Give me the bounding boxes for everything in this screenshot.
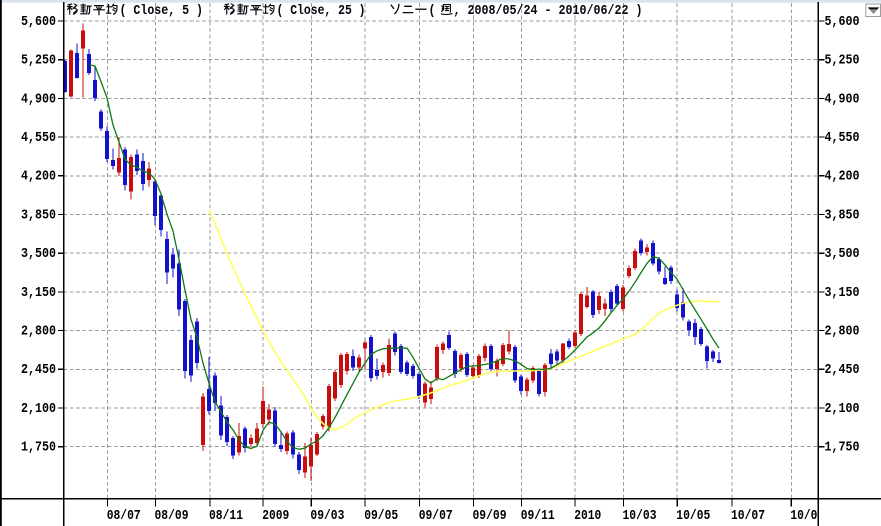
svg-text:3,500: 3,500 bbox=[21, 247, 56, 262]
svg-text:3,150: 3,150 bbox=[825, 286, 860, 301]
svg-text:( Close, 5 ): ( Close, 5 ) bbox=[120, 4, 204, 19]
svg-text:2,100: 2,100 bbox=[825, 402, 860, 417]
svg-text:2,800: 2,800 bbox=[21, 325, 56, 340]
svg-text:4,550: 4,550 bbox=[825, 131, 860, 146]
svg-text:4,900: 4,900 bbox=[21, 92, 56, 107]
svg-text:08/11: 08/11 bbox=[209, 509, 243, 524]
svg-text:4,200: 4,200 bbox=[21, 170, 56, 185]
svg-text:09/03: 09/03 bbox=[310, 509, 344, 524]
svg-text:2010: 2010 bbox=[574, 509, 601, 524]
svg-text:4,200: 4,200 bbox=[825, 170, 860, 185]
svg-text:10/03: 10/03 bbox=[623, 509, 657, 524]
svg-text:10/05: 10/05 bbox=[676, 509, 710, 524]
svg-text:( Close, 25 ): ( Close, 25 ) bbox=[277, 4, 366, 19]
svg-text:10/07: 10/07 bbox=[731, 509, 765, 524]
svg-text:2,450: 2,450 bbox=[825, 363, 860, 378]
svg-text:1,750: 1,750 bbox=[21, 441, 56, 456]
svg-text:2,450: 2,450 bbox=[21, 363, 56, 378]
svg-text:08/07: 08/07 bbox=[107, 509, 141, 524]
svg-text:5,250: 5,250 bbox=[21, 54, 56, 69]
svg-text:08/09: 08/09 bbox=[155, 509, 189, 524]
svg-text:1,750: 1,750 bbox=[825, 441, 860, 456]
svg-text:(: ( bbox=[429, 4, 436, 19]
svg-text:5,600: 5,600 bbox=[21, 15, 56, 30]
svg-text:4,900: 4,900 bbox=[825, 92, 860, 107]
svg-text:2009: 2009 bbox=[262, 509, 289, 524]
svg-text:10/0: 10/0 bbox=[790, 509, 817, 524]
svg-text:5,600: 5,600 bbox=[825, 15, 860, 30]
svg-text:, 2008/05/24 - 2010/06/22 ): , 2008/05/24 - 2010/06/22 ) bbox=[454, 4, 643, 19]
svg-text:09/07: 09/07 bbox=[419, 509, 453, 524]
svg-text:5,250: 5,250 bbox=[825, 54, 860, 69]
svg-text:2,800: 2,800 bbox=[825, 325, 860, 340]
svg-text:4,550: 4,550 bbox=[21, 131, 56, 146]
svg-text:09/05: 09/05 bbox=[364, 509, 398, 524]
svg-text:3,850: 3,850 bbox=[825, 208, 860, 223]
svg-text:3,850: 3,850 bbox=[21, 208, 56, 223]
svg-text:3,150: 3,150 bbox=[21, 286, 56, 301]
svg-text:09/11: 09/11 bbox=[521, 509, 555, 524]
svg-text:3,500: 3,500 bbox=[825, 247, 860, 262]
svg-text:09/09: 09/09 bbox=[473, 509, 507, 524]
svg-text:2,100: 2,100 bbox=[21, 402, 56, 417]
